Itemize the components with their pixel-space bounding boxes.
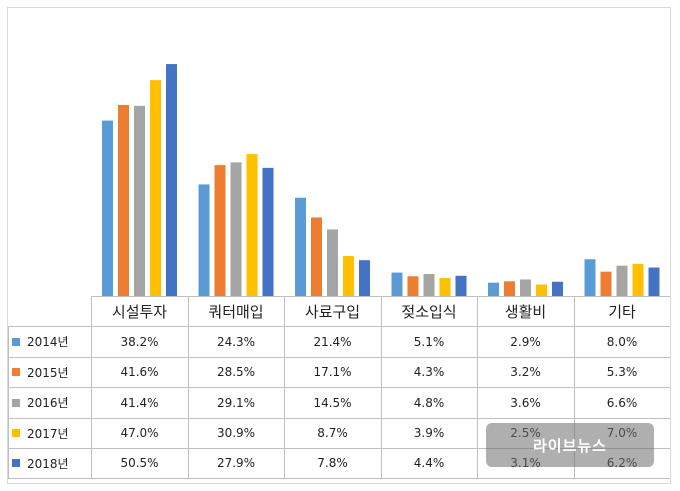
legend-key-swatch [12, 398, 20, 407]
bar-3-4 [423, 273, 435, 296]
data-label: 47.0% [120, 426, 159, 440]
data-label: 5.3% [606, 365, 638, 379]
data-label: 41.6% [120, 365, 159, 379]
legend-label: 2017년 [27, 426, 69, 441]
bar-4-6 [632, 263, 644, 296]
legend-entry: 2018년 [8, 448, 91, 478]
data-label: 41.4% [120, 395, 159, 410]
category-label: 사료구입 [304, 302, 361, 321]
bar-2-6 [600, 271, 612, 296]
bar-5-3 [359, 260, 370, 296]
bar-2-3 [311, 217, 322, 296]
data-label: 14.5% [313, 395, 352, 410]
data-label: 28.5% [216, 365, 256, 379]
bar-4-4 [439, 278, 451, 296]
data-label: 50.5% [120, 456, 159, 470]
legend-key-swatch [12, 459, 20, 467]
data-label: 3.6% [510, 395, 541, 410]
bar-4-3 [343, 256, 354, 296]
bar-plot-area [102, 64, 660, 297]
category-label: 젖소입식 [401, 302, 457, 321]
bar-4-1 [150, 80, 161, 296]
data-label: 17.1% [313, 365, 352, 379]
category-label: 기타 [608, 302, 636, 321]
bar-5-6 [648, 267, 660, 296]
legend-entry: 2017년 [8, 418, 91, 448]
data-label: 3.9% [413, 426, 445, 440]
legend-key-swatch [12, 429, 20, 437]
legend-label: 2015년 [27, 365, 69, 380]
data-label: 29.1% [216, 395, 256, 410]
data-label: 4.4% [413, 456, 445, 470]
bar-1-3 [295, 197, 306, 296]
data-label: 2.9% [510, 334, 541, 349]
bar-2-1 [118, 104, 129, 296]
category-label: 쿼터매입 [208, 302, 264, 321]
legend-key-swatch [12, 337, 20, 346]
bar-2-5 [504, 281, 515, 296]
legend-entry: 2015년 [8, 357, 91, 387]
watermark-logo: 라이브뉴스 [486, 423, 654, 467]
data-label: 24.3% [216, 334, 256, 349]
bar-3-1 [134, 105, 145, 296]
bar-4-5 [536, 284, 547, 296]
data-label: 21.4% [313, 334, 352, 349]
bar-1-4 [391, 272, 403, 296]
data-label: 7.8% [317, 456, 348, 470]
bar-1-1 [102, 120, 113, 297]
data-label: 4.3% [413, 365, 445, 379]
data-label: 30.9% [216, 426, 256, 440]
data-label: 5.1% [413, 334, 445, 349]
bar-2-4 [407, 276, 419, 296]
data-label: 6.6% [606, 395, 638, 410]
data-label: 3.2% [510, 365, 541, 379]
bar-1-5 [488, 282, 499, 296]
bar-5-1 [166, 64, 177, 297]
legend-label: 2018년 [27, 456, 69, 471]
data-label: 4.8% [413, 395, 445, 410]
bar-5-4 [455, 275, 467, 296]
bar-3-2 [230, 162, 242, 296]
data-label: 38.2% [120, 334, 159, 349]
bar-5-2 [262, 167, 274, 296]
legend-entry: 2016년 [8, 387, 91, 418]
legend-key-swatch [12, 368, 20, 376]
data-label: 27.9% [216, 456, 256, 470]
bar-1-2 [198, 184, 210, 296]
bar-5-5 [552, 281, 563, 296]
category-label: 생활비 [504, 302, 547, 321]
bar-3-5 [520, 279, 531, 296]
bar-2-2 [214, 165, 226, 296]
bar-3-6 [616, 265, 628, 296]
category-label: 시설투자 [111, 302, 168, 321]
bar-4-2 [246, 154, 258, 296]
chart-frame: 시설투자 쿼터매입 사료구입 젖소입식 생활비 기타 2014년 38.2% 24.3% 21.4… [7, 7, 671, 484]
legend-label: 2014년 [27, 335, 69, 349]
bar-3-3 [327, 229, 338, 296]
bar-1-6 [584, 259, 596, 296]
data-label: 8.7% [317, 426, 348, 440]
legend-entry: 2014년 [8, 326, 91, 357]
legend-label: 2016년 [27, 396, 69, 410]
data-label: 8.0% [606, 334, 638, 349]
